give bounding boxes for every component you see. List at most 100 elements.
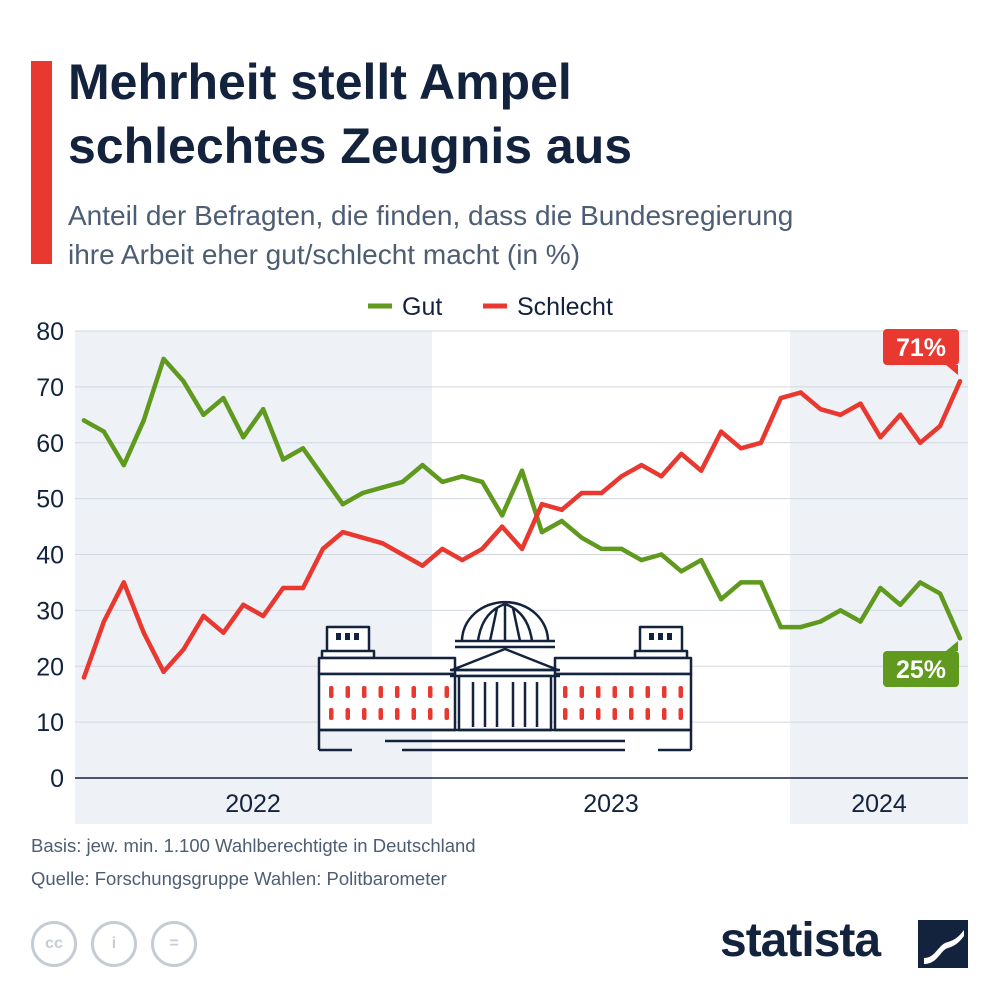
y-tick-label: 10: [36, 709, 64, 737]
data-point: [718, 429, 724, 434]
data-point: [499, 513, 505, 518]
data-point: [519, 546, 525, 552]
series-schlecht: [81, 379, 963, 680]
data-point: [679, 569, 684, 574]
data-point: [917, 440, 923, 445]
data-point: [858, 401, 863, 406]
building-window: [612, 708, 617, 720]
building-window: [629, 708, 634, 720]
data-point: [460, 474, 465, 479]
data-point: [121, 580, 127, 585]
data-point: [380, 485, 385, 490]
data-point: [479, 479, 485, 485]
data-point: [659, 474, 664, 479]
data-point: [758, 580, 764, 585]
data-point: [599, 546, 604, 552]
data-point: [201, 613, 206, 619]
no-derivatives-icon[interactable]: =: [151, 921, 197, 967]
cc-icon[interactable]: cc: [31, 921, 77, 967]
data-point: [161, 669, 166, 675]
data-point: [698, 468, 704, 473]
end-value-label: 25%: [896, 656, 946, 684]
data-point: [101, 619, 107, 624]
data-point: [141, 418, 146, 423]
building-window: [444, 708, 449, 720]
line-chart: 0 10 20 30 40 50 60 70 80 2022 2023 2024 Gut Schlec…: [36, 293, 968, 824]
building-window: [596, 708, 601, 720]
data-point: [758, 440, 764, 445]
data-point: [400, 479, 405, 485]
legend-label: Gut: [402, 293, 442, 321]
data-point: [400, 552, 405, 557]
data-point: [360, 535, 365, 540]
data-point: [420, 563, 425, 568]
data-point: [539, 529, 545, 535]
data-point: [838, 608, 843, 613]
data-point: [241, 434, 246, 440]
building-window: [645, 708, 650, 720]
data-point: [937, 591, 943, 596]
data-point: [798, 624, 803, 630]
building-window: [362, 686, 367, 698]
building-window: [378, 686, 383, 698]
end-labels: 71% 25%: [883, 329, 959, 687]
building-window: [428, 708, 433, 720]
data-point: [579, 490, 584, 496]
data-point: [260, 407, 266, 412]
building-window: [662, 708, 667, 720]
year-band: [75, 331, 432, 824]
building-window: [411, 708, 416, 720]
data-point: [479, 546, 485, 552]
data-point: [798, 390, 803, 395]
data-point: [440, 479, 445, 485]
data-point: [221, 630, 226, 635]
building-window: [678, 708, 683, 720]
data-point: [639, 557, 644, 563]
data-point: [917, 580, 923, 585]
data-point: [778, 395, 784, 401]
x-axis: 2022 2023 2024: [225, 790, 907, 818]
year-bands: [75, 331, 968, 824]
data-point: [420, 462, 425, 468]
building-window: [362, 708, 367, 720]
chart-title: Mehrheit stellt Ampel schlechtes Zeugnis…: [68, 50, 632, 178]
data-point: [300, 446, 306, 451]
data-point: [738, 580, 744, 585]
x-tick-label: 2022: [225, 790, 281, 818]
building-window: [563, 686, 568, 698]
data-point: [300, 585, 306, 591]
data-point: [121, 462, 127, 468]
data-point: [181, 647, 186, 652]
data-point: [380, 541, 385, 546]
data-point: [898, 602, 903, 607]
data-point: [639, 462, 644, 468]
data-point: [181, 379, 186, 384]
data-point: [340, 529, 346, 535]
chart-subtitle-line: Anteil der Befragten, die finden, dass d…: [68, 200, 794, 231]
y-tick-label: 80: [36, 318, 64, 346]
data-point: [838, 412, 843, 418]
data-point: [957, 379, 963, 384]
chart-subtitle: Anteil der Befragten, die finden, dass d…: [68, 196, 793, 274]
data-point: [579, 535, 584, 540]
building-window: [563, 708, 568, 720]
attribution-icon[interactable]: i: [91, 921, 137, 967]
data-point: [659, 552, 664, 557]
building-window: [629, 686, 634, 698]
end-label-pointer: [946, 641, 958, 651]
chart-title-line: schlechtes Zeugnis aus: [68, 118, 633, 174]
building-window: [444, 686, 449, 698]
data-point: [260, 613, 266, 619]
building-window: [345, 686, 350, 698]
series-layer: [81, 356, 963, 680]
data-point: [738, 446, 744, 451]
footnote-source: Quelle: Forschungsgruppe Wahlen: Politba…: [31, 868, 447, 889]
data-point: [161, 356, 166, 362]
legend-label: Schlecht: [517, 293, 613, 321]
y-tick-label: 20: [36, 653, 64, 681]
data-point: [280, 457, 286, 462]
building-window: [645, 686, 650, 698]
statista-logo-text[interactable]: statista: [720, 914, 881, 967]
data-point: [957, 636, 963, 641]
building-window: [579, 686, 584, 698]
